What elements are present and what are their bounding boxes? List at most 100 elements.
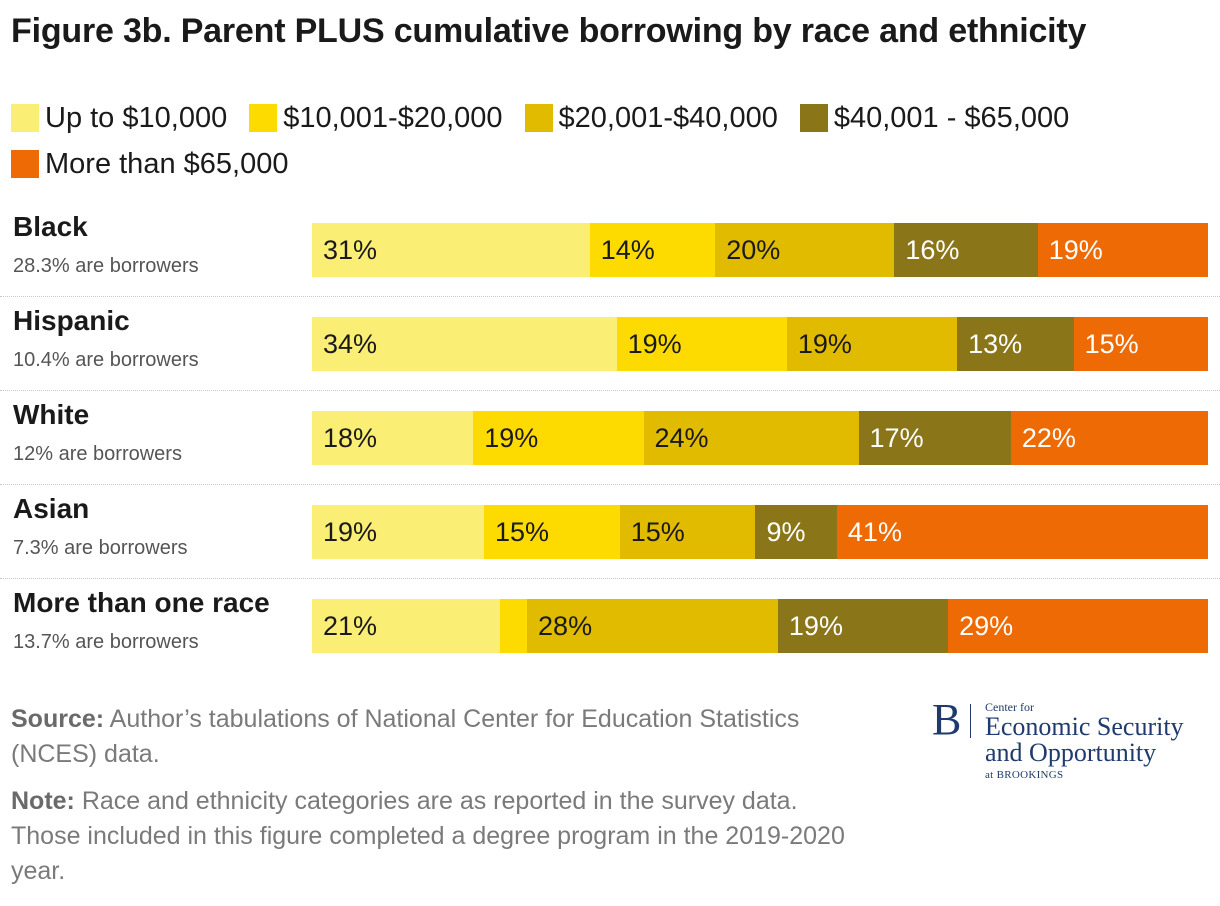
bar-segment: 20%	[715, 223, 895, 277]
stacked-bar: 19% 15% 15% 9% 41%	[312, 505, 1208, 559]
bar-segment: 13%	[957, 317, 1074, 371]
logo-small-text: Center for	[985, 700, 1034, 714]
footnotes: Source: Author’s tabulations of National…	[11, 702, 861, 901]
bar-segment: 15%	[1073, 317, 1208, 371]
bar-segment: 15%	[483, 505, 620, 559]
category-subtitle: 28.3% are borrowers	[13, 255, 199, 277]
stacked-bar: 31% 14% 20% 16% 19%	[312, 223, 1208, 277]
legend-swatch	[249, 104, 278, 132]
data-label: 15%	[1084, 328, 1139, 359]
chart-rows: Black 28.3% are borrowers 31% 14% 20% 16% 19% H…	[0, 203, 1220, 673]
bar-segment: 19%	[1037, 223, 1208, 277]
legend-item: More than $65,000	[11, 146, 288, 182]
legend-label: $20,001-$40,000	[558, 101, 778, 134]
bar-segment: 31%	[312, 223, 590, 277]
data-label: 13%	[968, 328, 1023, 359]
note-label: Note:	[11, 787, 75, 815]
data-label: 34%	[323, 328, 378, 359]
logo-mark: B	[932, 695, 962, 744]
category-label: White	[13, 399, 90, 430]
data-label: 9%	[766, 516, 806, 547]
source-text: Author’s tabulations of National Center …	[11, 705, 800, 768]
bar-segment: 9%	[755, 505, 837, 559]
bar-segment: 19%	[616, 317, 787, 371]
chart-row: Asian 7.3% are borrowers 19% 15% 15% 9% 41%	[0, 485, 1220, 579]
brookings-logo: B Center for Economic Security and Oppor…	[932, 698, 1212, 788]
legend-item: $20,001-$40,000	[524, 100, 778, 136]
legend-label: $10,001-$20,000	[283, 101, 503, 134]
data-label: 17%	[869, 422, 924, 453]
bar-segment: 16%	[894, 223, 1038, 277]
stacked-bar: 18% 19% 24% 17% 22%	[312, 411, 1208, 465]
chart-row: Black 28.3% are borrowers 31% 14% 20% 16% 19%	[0, 203, 1220, 297]
bar-segment: 19%	[786, 317, 958, 371]
chart-row: White 12% are borrowers 18% 19% 24% 17% 22%	[0, 391, 1220, 485]
legend-label: $40,001 - $65,000	[833, 101, 1070, 134]
bar-segment: 34%	[312, 317, 617, 371]
bar-segment: 19%	[473, 411, 644, 465]
data-label: 15%	[494, 516, 549, 547]
bar-segment: 17%	[858, 411, 1011, 465]
legend-label: More than $65,000	[45, 147, 289, 180]
note-text: Race and ethnicity categories are as rep…	[11, 787, 845, 885]
data-label: 16%	[905, 234, 960, 265]
category-label: Asian	[13, 493, 90, 524]
legend-swatch	[524, 104, 553, 132]
data-label: 21%	[323, 610, 378, 641]
bar-segment: 18%	[312, 411, 474, 465]
data-label: 15%	[630, 516, 685, 547]
data-label: 19%	[1048, 234, 1103, 265]
category-subtitle: 10.4% are borrowers	[13, 349, 199, 371]
chart-row: More than one race 13.7% are borrowers 21%…	[0, 579, 1220, 673]
logo-line-1: Economic Security	[985, 712, 1184, 741]
category-label: Hispanic	[13, 305, 130, 336]
bar-segment: 19%	[312, 505, 484, 559]
data-label: 19%	[788, 610, 843, 641]
data-label: 19%	[797, 328, 852, 359]
data-label: 28%	[538, 610, 593, 641]
legend-label: Up to $10,000	[45, 101, 228, 134]
legend-swatch	[11, 104, 39, 132]
stacked-bar: 34% 19% 19% 13% 15%	[312, 317, 1208, 371]
category-subtitle: 13.7% are borrowers	[13, 631, 199, 653]
note: Note: Race and ethnicity categories are …	[11, 784, 861, 889]
chart-row: Hispanic 10.4% are borrowers 34% 19% 19% 13% 1…	[0, 297, 1220, 391]
data-label: 19%	[627, 328, 682, 359]
data-label: 14%	[600, 234, 655, 265]
bar-segment: 21%	[312, 599, 501, 653]
category-subtitle: 7.3% are borrowers	[13, 537, 188, 559]
bar-segment: 24%	[643, 411, 859, 465]
legend: Up to $10,000 $10,001-$20,000 $20,001-$40,…	[11, 100, 1211, 182]
data-label: 41%	[847, 516, 902, 547]
source-label: Source:	[11, 705, 105, 733]
legend-item: $10,001-$20,000	[249, 100, 503, 136]
data-label: 24%	[654, 422, 709, 453]
logo-at-text: at BROOKINGS	[985, 769, 1064, 781]
stacked-bar: 21% 28% 19% 29%	[312, 599, 1208, 653]
category-label: More than one race	[13, 587, 270, 618]
category-subtitle: 12% are borrowers	[13, 443, 182, 465]
data-label: 19%	[484, 422, 539, 453]
legend-item: $40,001 - $65,000	[799, 100, 1070, 136]
bar-segment: 19%	[777, 599, 949, 653]
data-label: 22%	[1021, 422, 1076, 453]
bar-segment	[500, 599, 528, 653]
bar-segment: 15%	[619, 505, 756, 559]
legend-swatch	[799, 104, 828, 132]
legend-item: Up to $10,000	[11, 100, 227, 136]
source-note: Source: Author’s tabulations of National…	[11, 702, 861, 772]
chart-title: Figure 3b. Parent PLUS cumulative borrow…	[11, 12, 1087, 50]
bar-segment: 28%	[527, 599, 778, 653]
data-label: 29%	[959, 610, 1014, 641]
logo-divider	[970, 704, 971, 738]
data-label: 19%	[323, 516, 378, 547]
bar-segment: 41%	[836, 505, 1208, 559]
bar-segment: 29%	[948, 599, 1208, 653]
category-label: Black	[13, 211, 88, 242]
data-label: 20%	[726, 234, 781, 265]
logo-line-2: and Opportunity	[985, 738, 1157, 767]
data-label: 18%	[323, 422, 378, 453]
legend-swatch	[11, 150, 39, 178]
bar-segment: 14%	[589, 223, 716, 277]
data-label: 31%	[323, 234, 378, 265]
